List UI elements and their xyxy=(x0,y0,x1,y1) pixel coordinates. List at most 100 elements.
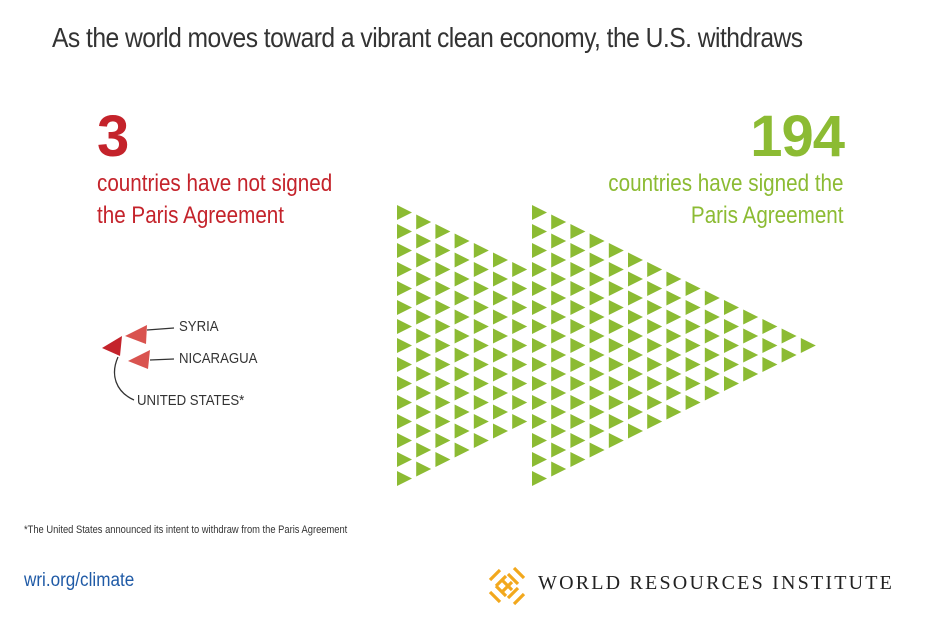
green-triangle-icon xyxy=(551,461,567,477)
green-triangle-icon xyxy=(416,366,432,382)
green-triangle-icon xyxy=(743,347,759,363)
footnote: *The United States announced its intent … xyxy=(24,524,348,536)
green-triangle-icon xyxy=(473,281,489,296)
green-triangle-icon xyxy=(589,423,605,439)
green-triangle-icon xyxy=(704,347,720,363)
green-triangle-icon xyxy=(532,433,547,448)
green-triangle-icon xyxy=(570,433,586,448)
green-triangle-icon xyxy=(666,366,682,382)
green-triangle-icon xyxy=(647,281,663,296)
green-triangle-icon xyxy=(473,243,489,258)
green-triangle-icon xyxy=(666,290,682,306)
green-triangle-icon xyxy=(570,357,586,372)
green-triangle-icon xyxy=(532,338,547,353)
red-triangle-icon xyxy=(102,336,122,356)
green-triangle-icon xyxy=(473,262,489,277)
country-label-nicaragua: NICARAGUA xyxy=(179,350,258,367)
green-triangle-icon xyxy=(397,281,412,296)
signed-count: 194 xyxy=(750,104,845,169)
green-triangle-icon xyxy=(570,243,586,258)
green-triangle-icon xyxy=(647,319,663,334)
green-triangle-icon xyxy=(743,366,759,382)
green-triangle-icon xyxy=(608,357,624,372)
green-triangle-icon xyxy=(762,338,778,353)
green-triangle-icon xyxy=(397,224,412,239)
green-triangle-icon xyxy=(570,338,586,353)
green-triangle-icon xyxy=(589,404,605,420)
green-triangle-icon xyxy=(416,214,432,230)
green-triangle-icon xyxy=(435,376,451,391)
green-triangle-icon xyxy=(397,243,412,258)
green-triangle-icon xyxy=(608,262,624,277)
green-triangle-icon xyxy=(589,328,605,344)
green-triangle-icon xyxy=(589,366,605,382)
green-triangle-icon xyxy=(666,385,682,401)
green-triangle-icon xyxy=(397,471,412,486)
green-triangle-icon xyxy=(416,252,432,268)
green-triangle-icon xyxy=(628,309,643,325)
green-triangle-icon xyxy=(724,319,739,334)
green-triangle-icon xyxy=(493,423,508,439)
green-triangle-icon xyxy=(724,300,739,315)
green-triangle-icon xyxy=(628,404,643,420)
green-triangle-icon xyxy=(435,395,451,410)
green-triangle-icon xyxy=(704,328,720,344)
green-triangle-icon xyxy=(647,300,663,315)
green-triangle-icon xyxy=(532,414,547,429)
not-signed-line-1: countries have not signed xyxy=(97,170,333,197)
green-triangle-icon xyxy=(570,414,586,429)
green-triangle-icon xyxy=(435,243,451,258)
green-triangle-icon xyxy=(608,319,624,334)
green-triangle-icon xyxy=(397,395,412,410)
green-triangle-icon xyxy=(781,347,797,363)
green-triangle-icon xyxy=(685,281,701,296)
green-triangle-icon xyxy=(416,442,432,458)
green-triangle-icon xyxy=(416,461,432,477)
green-triangle-icon xyxy=(551,347,567,363)
green-triangle-icon xyxy=(512,338,528,353)
green-triangle-icon xyxy=(454,442,470,458)
green-triangle-icon xyxy=(512,376,528,391)
united-states-leader-line xyxy=(113,356,135,401)
green-triangle-icon xyxy=(435,357,451,372)
page-title: As the world moves toward a vibrant clea… xyxy=(52,22,803,53)
green-triangle-icon xyxy=(416,347,432,363)
green-triangle-icon xyxy=(397,357,412,372)
green-triangle-icon xyxy=(666,347,682,363)
green-triangle-icon xyxy=(416,404,432,420)
green-triangle-icon xyxy=(454,309,470,325)
green-triangle-icon xyxy=(532,452,547,467)
green-triangle-icon xyxy=(570,224,586,239)
green-triangle-icon xyxy=(512,395,528,410)
green-triangle-icon xyxy=(454,366,470,382)
green-triangle-icon xyxy=(454,252,470,268)
green-triangle-icon xyxy=(493,271,508,287)
green-triangle-icon xyxy=(454,328,470,344)
green-triangle-icon xyxy=(473,433,489,448)
green-triangle-icon xyxy=(608,414,624,429)
organization-name: WORLD RESOURCES INSTITUTE xyxy=(538,572,895,594)
green-triangle-icon xyxy=(397,338,412,353)
green-triangle-icon xyxy=(724,357,739,372)
green-triangle-icon xyxy=(608,395,624,410)
green-triangle-icon xyxy=(454,233,470,249)
green-triangle-icon xyxy=(685,376,701,391)
green-triangle-icon xyxy=(454,347,470,363)
green-triangle-icon xyxy=(608,433,624,448)
green-triangle-icon xyxy=(608,300,624,315)
green-triangle-icon xyxy=(493,366,508,382)
syria-leader-line xyxy=(146,327,175,331)
green-triangle-icon xyxy=(570,281,586,296)
green-triangle-icon xyxy=(647,395,663,410)
green-triangle-icon xyxy=(435,338,451,353)
green-triangle-icon xyxy=(628,366,643,382)
green-triangle-icon xyxy=(473,338,489,353)
green-triangle-icon xyxy=(416,290,432,306)
not-signed-line-2: the Paris Agreement xyxy=(97,202,285,229)
website-link[interactable]: wri.org/climate xyxy=(24,570,135,591)
not-signed-description: countries have not signed the Paris Agre… xyxy=(97,168,332,232)
green-triangle-icon xyxy=(473,414,489,429)
green-triangle-icon xyxy=(685,357,701,372)
green-triangle-icon xyxy=(551,423,567,439)
green-triangle-icon xyxy=(685,300,701,315)
